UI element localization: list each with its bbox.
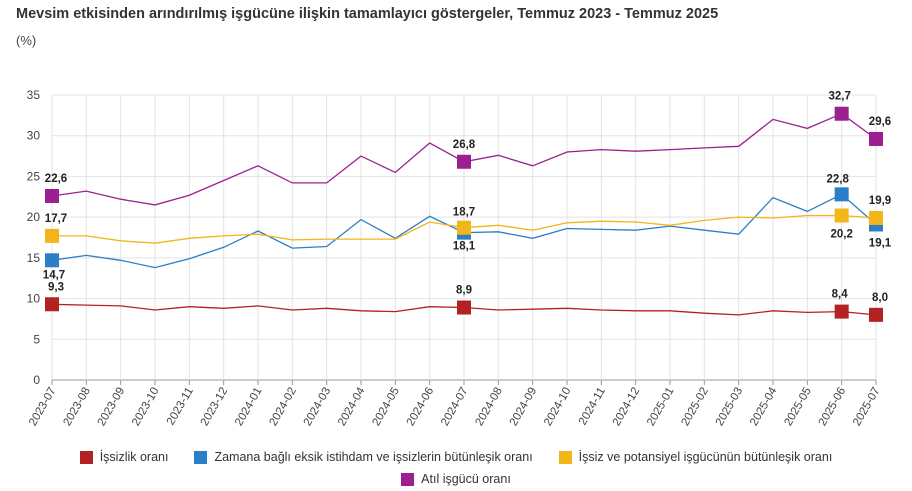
data-point-marker xyxy=(834,304,849,319)
x-tick-label: 2024-11 xyxy=(577,386,608,428)
x-tick-label: 2025-03 xyxy=(714,386,746,429)
x-tick-label: 2023-11 xyxy=(165,386,196,428)
y-tick-label: 25 xyxy=(27,169,41,183)
y-tick-label: 35 xyxy=(27,88,41,102)
legend-item-issizlik[interactable]: İşsizlik oranı xyxy=(79,450,169,464)
legend: İşsizlik oranı Zamana bağlı eksik istihd… xyxy=(0,446,912,490)
x-tick-label: 2024-06 xyxy=(405,386,437,429)
legend-item-issiz-potansiyel[interactable]: İşsiz ve potansiyel işgücünün bütünleşik… xyxy=(558,450,833,464)
x-tick-label: 2025-07 xyxy=(851,386,883,429)
data-label: 19,1 xyxy=(869,237,892,249)
legend-item-zamana-bagli[interactable]: Zamana bağlı eksik istihdam ve işsizleri… xyxy=(194,450,533,464)
x-tick-label: 2024-08 xyxy=(473,386,505,429)
data-label: 20,2 xyxy=(830,229,852,241)
x-tick-label: 2023-09 xyxy=(96,386,128,429)
data-label: 8,4 xyxy=(832,289,849,301)
legend-label: İşsizlik oranı xyxy=(99,450,169,464)
legend-swatch xyxy=(79,450,93,464)
x-tick-label: 2025-01 xyxy=(645,386,677,429)
legend-item-atil-isgucu[interactable]: Atıl işgücü oranı xyxy=(401,472,511,486)
y-tick-label: 10 xyxy=(27,292,41,306)
data-point-marker xyxy=(45,188,59,203)
legend-swatch xyxy=(558,450,572,464)
legend-label: İşsiz ve potansiyel işgücünün bütünleşik… xyxy=(578,450,833,464)
x-tick-label: 2024-10 xyxy=(542,386,574,429)
data-point-marker xyxy=(45,297,59,312)
y-tick-label: 5 xyxy=(33,332,40,346)
legend-row-2: Atıl işgücü oranı xyxy=(0,468,912,490)
legend-swatch xyxy=(401,472,415,486)
data-label: 8,0 xyxy=(872,292,888,304)
x-tick-label: 2024-01 xyxy=(233,386,265,429)
x-tick-label: 2024-05 xyxy=(370,386,402,429)
data-label: 14,7 xyxy=(43,269,65,281)
data-point-marker xyxy=(834,187,849,202)
data-point-marker xyxy=(869,210,883,225)
data-point-marker xyxy=(457,220,471,235)
data-label: 29,6 xyxy=(869,116,891,128)
x-tick-label: 2025-04 xyxy=(748,385,780,428)
data-label: 18,7 xyxy=(453,207,475,219)
chart-unit: (%) xyxy=(16,33,37,48)
data-point-marker xyxy=(869,307,883,322)
data-point-marker xyxy=(45,253,59,268)
data-point-marker xyxy=(869,131,883,146)
x-tick-label: 2025-06 xyxy=(817,386,849,429)
data-label: 22,6 xyxy=(45,173,67,185)
x-tick-label: 2023-10 xyxy=(130,386,162,429)
x-tick-label: 2023-08 xyxy=(61,386,93,429)
legend-label: Atıl işgücü oranı xyxy=(421,472,511,486)
data-label: 22,8 xyxy=(826,173,849,185)
y-tick-label: 0 xyxy=(33,373,40,387)
y-tick-label: 15 xyxy=(27,251,41,265)
data-point-marker xyxy=(834,208,849,223)
x-tick-label: 2024-07 xyxy=(439,386,471,429)
data-label: 26,8 xyxy=(453,139,476,151)
x-tick-label: 2023-07 xyxy=(27,386,59,429)
data-point-marker xyxy=(834,106,849,121)
x-tick-label: 2024-04 xyxy=(336,385,368,428)
data-label: 17,7 xyxy=(45,213,67,225)
data-point-marker xyxy=(457,154,471,169)
x-tick-label: 2024-03 xyxy=(302,386,334,429)
x-tick-label: 2025-05 xyxy=(782,386,814,429)
data-point-marker xyxy=(45,228,59,243)
x-tick-label: 2024-09 xyxy=(508,386,540,429)
y-tick-label: 20 xyxy=(27,210,41,224)
data-label: 32,7 xyxy=(828,91,850,103)
legend-row-1: İşsizlik oranı Zamana bağlı eksik istihd… xyxy=(0,446,912,468)
data-label: 19,9 xyxy=(869,195,891,207)
legend-swatch xyxy=(194,450,208,464)
data-point-marker xyxy=(457,300,471,315)
y-tick-label: 30 xyxy=(27,129,41,143)
data-label: 9,3 xyxy=(48,281,64,293)
x-tick-label: 2024-02 xyxy=(267,386,299,429)
data-label: 8,9 xyxy=(456,285,472,297)
x-tick-label: 2024-12 xyxy=(611,386,643,429)
x-tick-label: 2025-02 xyxy=(679,386,711,429)
x-tick-label: 2023-12 xyxy=(199,386,231,429)
chart-title: Mevsim etkisinden arındırılmış işgücüne … xyxy=(16,6,719,22)
data-label: 18,1 xyxy=(453,241,476,253)
legend-label: Zamana bağlı eksik istihdam ve işsizleri… xyxy=(214,450,533,464)
